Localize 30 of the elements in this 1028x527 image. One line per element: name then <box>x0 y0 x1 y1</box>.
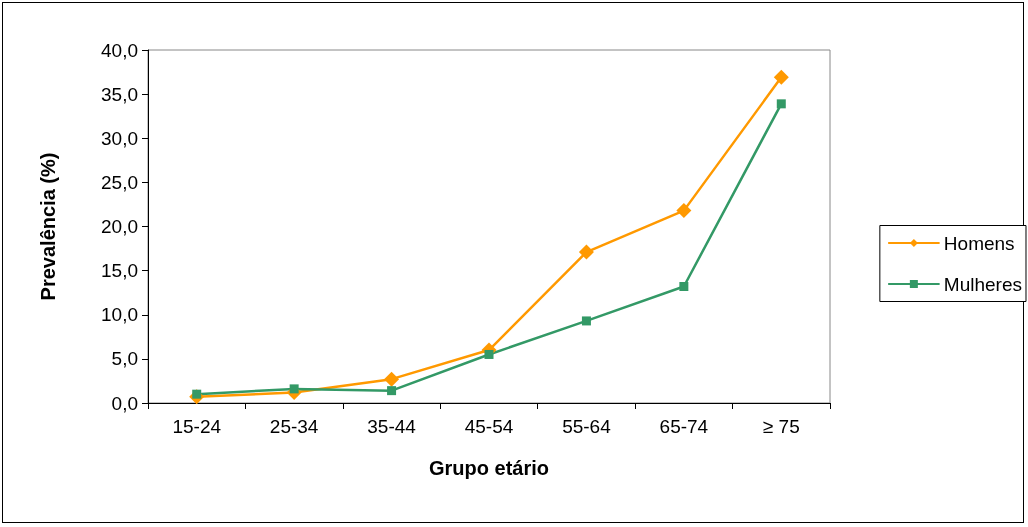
x-tick-label: ≥ 75 <box>762 416 800 437</box>
point <box>387 386 397 396</box>
point <box>578 244 594 260</box>
y-tick-label: 15,0 <box>101 260 138 282</box>
y-tick-label: 40,0 <box>101 39 138 61</box>
x-tick-label: 25-34 <box>269 416 319 437</box>
point <box>679 282 689 292</box>
x-tick-label: 35-44 <box>367 416 417 437</box>
y-tick-label: 5,0 <box>111 348 138 370</box>
y-tick-label: 35,0 <box>101 83 138 105</box>
x-tick-label: 45-54 <box>464 416 514 437</box>
y-tick-label: 0,0 <box>111 392 138 414</box>
legend-label: Mulheres <box>943 273 1023 295</box>
point <box>676 203 692 219</box>
point <box>289 384 299 394</box>
x-tick-label: 65-74 <box>659 416 709 437</box>
y-tick-label: 30,0 <box>101 127 138 149</box>
point <box>776 99 786 109</box>
x-axis-title: Grupo etário <box>428 457 550 479</box>
y-tick-label: 20,0 <box>101 216 138 237</box>
point <box>384 371 400 387</box>
y-tick-label: 10,0 <box>101 304 138 326</box>
y-axis-title: Prevalência (%) <box>37 152 59 301</box>
x-tick-label: 15-24 <box>172 416 222 437</box>
point <box>773 69 789 85</box>
point <box>484 349 494 359</box>
y-tick-label: 25,0 <box>101 171 138 193</box>
point <box>581 316 591 326</box>
x-tick-label: 55-64 <box>562 416 612 437</box>
legend-label: Homens <box>943 232 1015 254</box>
